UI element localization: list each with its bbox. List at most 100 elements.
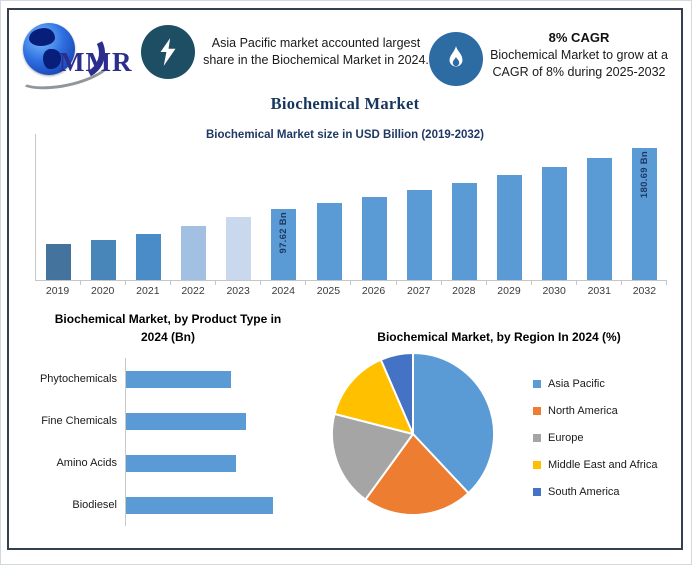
year-label: 2020 [80, 281, 126, 297]
product-bar [126, 496, 273, 514]
region-pie-chart: Biochemical Market, by Region In 2024 (%… [321, 328, 677, 520]
axis-tick [260, 281, 262, 285]
market-bar [541, 166, 567, 280]
product-row: Phytochemicals [17, 358, 319, 400]
market-bar: 180.69 Bn [632, 148, 658, 280]
globe-icon [23, 23, 75, 75]
legend-marker [533, 379, 541, 388]
product-type-chart-title: Biochemical Market, by Product Type in 2… [54, 312, 282, 344]
globe-continent [43, 49, 61, 69]
market-bar [316, 203, 342, 280]
market-bar [226, 216, 252, 280]
market-bar-slot [487, 134, 532, 280]
legend-item: Middle East and Africa [533, 451, 657, 478]
market-bar-slot [81, 134, 126, 280]
market-bar: 97.62 Bn [271, 208, 297, 280]
market-bar [361, 196, 387, 280]
year-label: 2025 [306, 281, 352, 297]
legend-label: North America [548, 404, 618, 417]
market-bar [451, 183, 477, 280]
market-size-chart-title: Biochemical Market size in USD Billion (… [205, 129, 485, 141]
pie-slice-south-america [379, 352, 414, 435]
product-row: Amino Acids [17, 442, 319, 484]
legend-label: Middle East and Africa [548, 458, 658, 471]
market-bar [46, 244, 72, 280]
year-label: 2031 [577, 281, 623, 297]
header-callout-left: Asia Pacific market accounted largest sh… [203, 36, 429, 67]
market-bar [406, 190, 432, 280]
year-label: 2022 [170, 281, 217, 297]
product-bar [126, 454, 237, 472]
legend-marker [533, 487, 541, 496]
bar-value-label: 97.62 Bn [271, 212, 296, 253]
product-bar-track [125, 400, 319, 442]
market-bar-slot [126, 134, 171, 280]
axis-tick [666, 281, 668, 285]
legend-item: South America [533, 478, 657, 505]
lightning-bolt-glyph [160, 38, 176, 66]
market-bar-slot: 97.62 Bn [261, 134, 306, 280]
market-bar [181, 226, 207, 280]
axis-tick [124, 281, 126, 285]
year-label: 2029 [486, 281, 533, 297]
year-label: 2030 [532, 281, 578, 297]
product-bar [126, 412, 246, 430]
page-title: Biochemical Market [270, 94, 420, 113]
market-bar-slot [442, 134, 487, 280]
globe-continent [29, 28, 55, 46]
legend-marker [533, 433, 541, 442]
year-label: 2026 [351, 281, 397, 297]
market-bar-slot [306, 134, 351, 280]
pie-slice-asia-pacific [412, 352, 496, 495]
axis-tick [485, 281, 487, 285]
region-pie-legend: Asia Pacific North America Europe Middle Ea… [533, 370, 657, 520]
axis-tick [440, 281, 442, 285]
market-bar-slot [36, 134, 81, 280]
pie-slice-middle-east-and-africa [333, 358, 414, 435]
year-label: 2021 [125, 281, 171, 297]
legend-label: South America [548, 485, 620, 498]
market-bar [91, 239, 117, 280]
legend-label: Europe [548, 431, 584, 444]
legend-item: Asia Pacific [533, 370, 657, 397]
product-bar-track [125, 358, 319, 400]
market-bar-slot: 180.69 Bn [622, 134, 667, 280]
market-bar-slot [397, 134, 442, 280]
infographic-frame: MMR Asia Pacific market accounted larges… [7, 8, 683, 550]
legend-marker [533, 460, 541, 469]
axis-tick [350, 281, 352, 285]
header-callout-right: 8% CAGR Biochemical Market to grow at a … [483, 30, 675, 81]
product-label: Biodiesel [72, 499, 117, 511]
axis-tick [305, 281, 307, 285]
product-bar-track [125, 484, 319, 526]
region-pie-chart-title: Biochemical Market, by Region In 2024 (%… [377, 330, 621, 344]
bar-value-label: 180.69 Bn [632, 151, 657, 198]
market-bar-slot [577, 134, 622, 280]
year-label: 2024 [261, 281, 307, 297]
axis-tick [576, 281, 578, 285]
lightning-bolt-icon [141, 25, 195, 79]
product-bar-track [125, 442, 319, 484]
axis-tick [169, 281, 171, 285]
market-bar-slot [216, 134, 261, 280]
market-bar [586, 157, 612, 280]
bar-value-text: 97.62 Bn [278, 211, 290, 254]
product-label: Fine Chemicals [41, 415, 117, 427]
axis-tick [79, 281, 81, 285]
cagr-headline: 8% CAGR [548, 29, 610, 45]
market-bar [136, 234, 162, 280]
year-label: 2028 [441, 281, 487, 297]
product-label: Amino Acids [56, 457, 117, 469]
axis-tick [531, 281, 533, 285]
market-bar-slot [532, 134, 577, 280]
legend-label: Asia Pacific [548, 377, 605, 390]
legend-item: North America [533, 397, 657, 424]
market-bar [496, 175, 522, 280]
product-row: Biodiesel [17, 484, 319, 526]
cagr-text: Biochemical Market to grow at a CAGR of … [490, 47, 668, 79]
logo-text: MMR [59, 47, 133, 77]
market-bar-slot [171, 134, 216, 280]
market-bar-slot [352, 134, 397, 280]
market-size-chart: 97.62 Bn 180.69 Bn 2019 2020 2021 2022 2023 20… [23, 134, 668, 297]
mmr-logo: MMR [9, 19, 141, 98]
